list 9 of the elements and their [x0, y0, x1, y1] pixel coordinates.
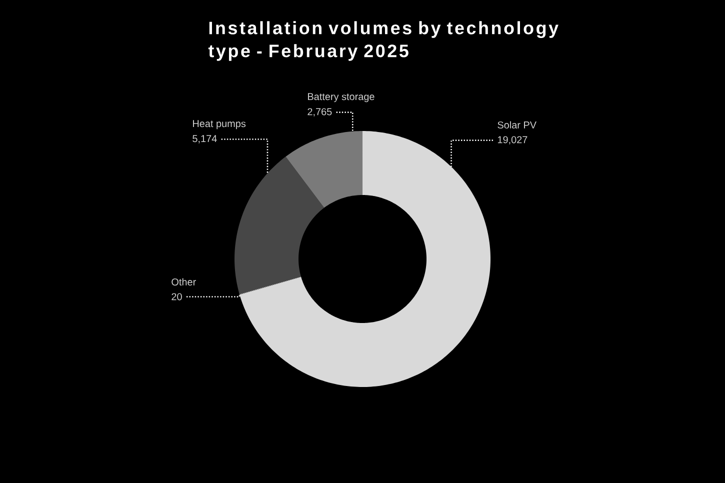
slice-label: Solar PV [498, 121, 536, 129]
data-label: 5,174 [192, 135, 217, 144]
slice-label: Other [172, 278, 196, 286]
slice-label: Heat pumps [193, 120, 246, 130]
data-label: 19,027 [498, 136, 528, 144]
data-label: 2,765 [308, 108, 332, 116]
data-label: 20 [172, 293, 182, 300]
slice-label: Battery storage [308, 93, 374, 102]
chart-title: Installation volumes by technology type - February 2025 [208, 21, 558, 61]
